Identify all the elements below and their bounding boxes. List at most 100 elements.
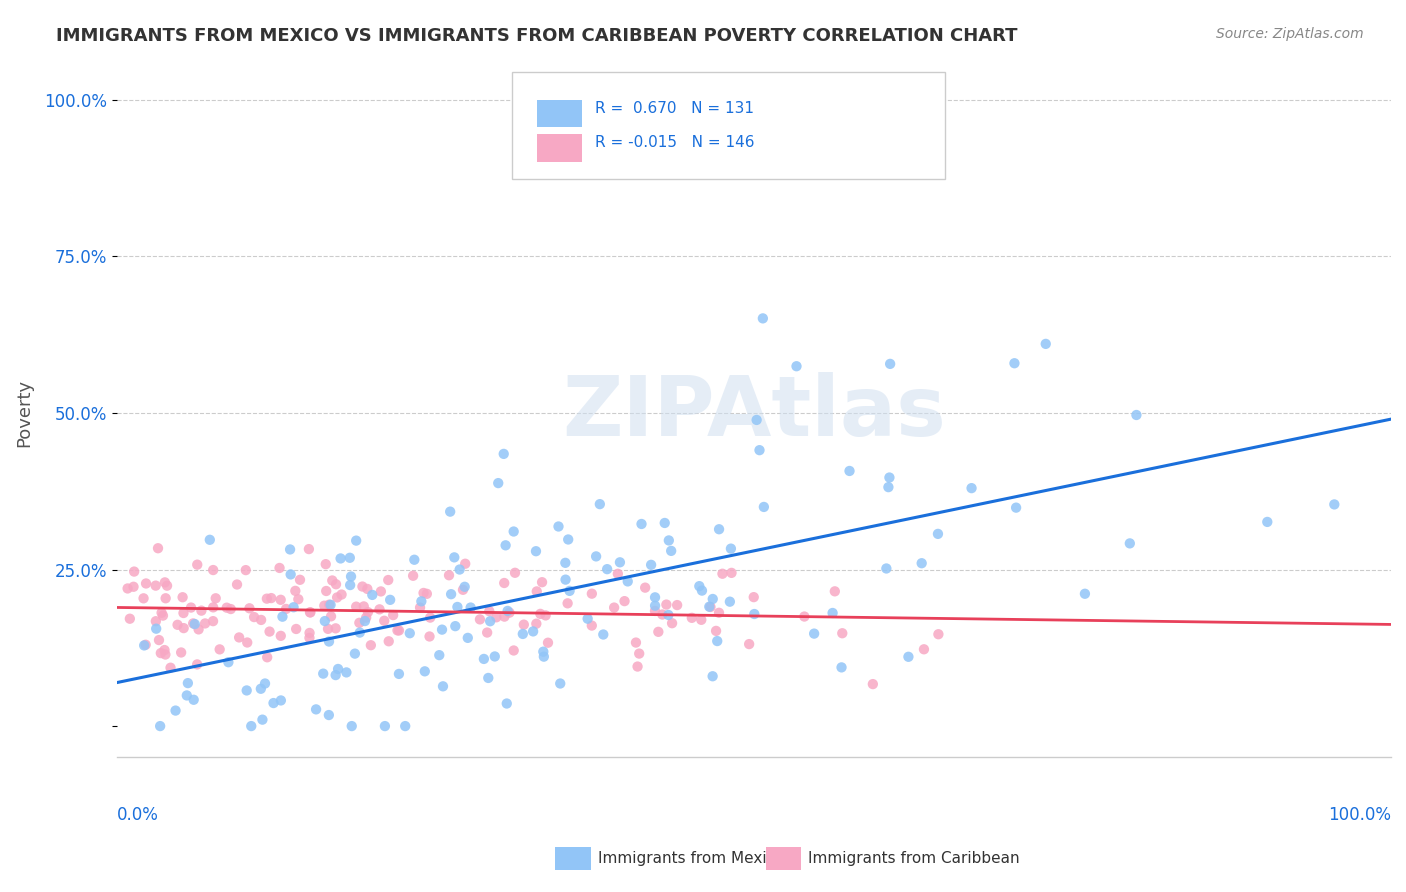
Point (398, 626, 420, 640)
Point (312, 666, 335, 681)
Point (596, 562, 619, 576)
Point (581, 587, 603, 601)
Point (927, 527, 949, 541)
Point (1256, 515, 1278, 529)
Point (655, 598, 678, 612)
Point (315, 584, 337, 599)
Point (146, 541, 169, 556)
Text: 0.0%: 0.0% (117, 805, 159, 823)
Point (149, 646, 172, 660)
Point (145, 622, 167, 636)
Point (340, 719, 363, 733)
Point (240, 719, 263, 733)
Point (651, 607, 673, 622)
Point (283, 600, 305, 615)
Point (177, 676, 200, 690)
Point (250, 681, 273, 696)
Point (374, 719, 396, 733)
Point (468, 612, 491, 626)
Point (616, 574, 638, 589)
Point (370, 584, 392, 599)
Point (453, 580, 475, 594)
Point (492, 447, 515, 461)
Point (388, 667, 411, 681)
Point (1005, 500, 1028, 515)
Point (557, 596, 579, 610)
Point (821, 606, 844, 620)
Point (387, 624, 409, 638)
Point (326, 662, 349, 676)
Point (960, 481, 983, 495)
Point (378, 592, 401, 607)
Point (186, 558, 208, 572)
Point (270, 629, 292, 643)
Point (117, 582, 139, 596)
Point (1004, 356, 1026, 370)
Point (252, 713, 274, 727)
Point (285, 622, 308, 636)
Point (183, 692, 205, 706)
Point (226, 577, 249, 591)
Point (353, 599, 375, 614)
Point (786, 359, 808, 374)
Point (537, 636, 560, 650)
Point (148, 633, 170, 648)
Point (690, 613, 713, 627)
Point (176, 689, 198, 703)
Point (606, 566, 628, 581)
Point (644, 599, 666, 613)
Point (548, 676, 571, 690)
Point (253, 676, 276, 690)
Point (512, 627, 534, 641)
Point (592, 627, 614, 641)
Point (215, 600, 238, 615)
Point (522, 624, 544, 639)
Point (329, 551, 352, 566)
Point (628, 647, 651, 661)
Point (503, 566, 526, 580)
Point (270, 592, 292, 607)
Point (484, 649, 506, 664)
Point (451, 582, 474, 597)
Point (529, 607, 551, 621)
Point (409, 600, 432, 615)
Point (634, 581, 657, 595)
Point (454, 557, 477, 571)
Point (478, 604, 501, 618)
Point (335, 665, 357, 680)
Point (153, 575, 176, 590)
Point (558, 583, 581, 598)
Point (658, 533, 681, 548)
Text: IMMIGRANTS FROM MEXICO VS IMMIGRANTS FROM CARIBBEAN POVERTY CORRELATION CHART: IMMIGRANTS FROM MEXICO VS IMMIGRANTS FRO… (56, 27, 1018, 45)
Point (339, 550, 361, 565)
Text: ZIPAtlas: ZIPAtlas (562, 373, 946, 453)
Point (475, 625, 498, 640)
Point (321, 574, 343, 588)
Point (208, 642, 231, 657)
Point (235, 683, 257, 698)
Point (1119, 536, 1142, 550)
Point (219, 602, 242, 616)
FancyBboxPatch shape (512, 72, 945, 178)
Point (547, 519, 569, 533)
Point (260, 591, 283, 606)
Point (657, 607, 679, 622)
Point (534, 608, 557, 623)
Point (349, 615, 371, 630)
Point (278, 542, 301, 557)
Point (554, 573, 576, 587)
Point (720, 566, 742, 580)
Point (427, 648, 450, 662)
Point (554, 556, 576, 570)
Point (437, 568, 460, 582)
Point (256, 650, 278, 665)
Point (707, 522, 730, 536)
Point (531, 645, 554, 659)
Point (690, 583, 713, 598)
Point (752, 311, 775, 326)
Text: Immigrants from Mexico: Immigrants from Mexico (598, 851, 785, 865)
Point (419, 610, 441, 624)
Point (432, 679, 454, 693)
Point (235, 563, 257, 577)
Point (271, 609, 294, 624)
